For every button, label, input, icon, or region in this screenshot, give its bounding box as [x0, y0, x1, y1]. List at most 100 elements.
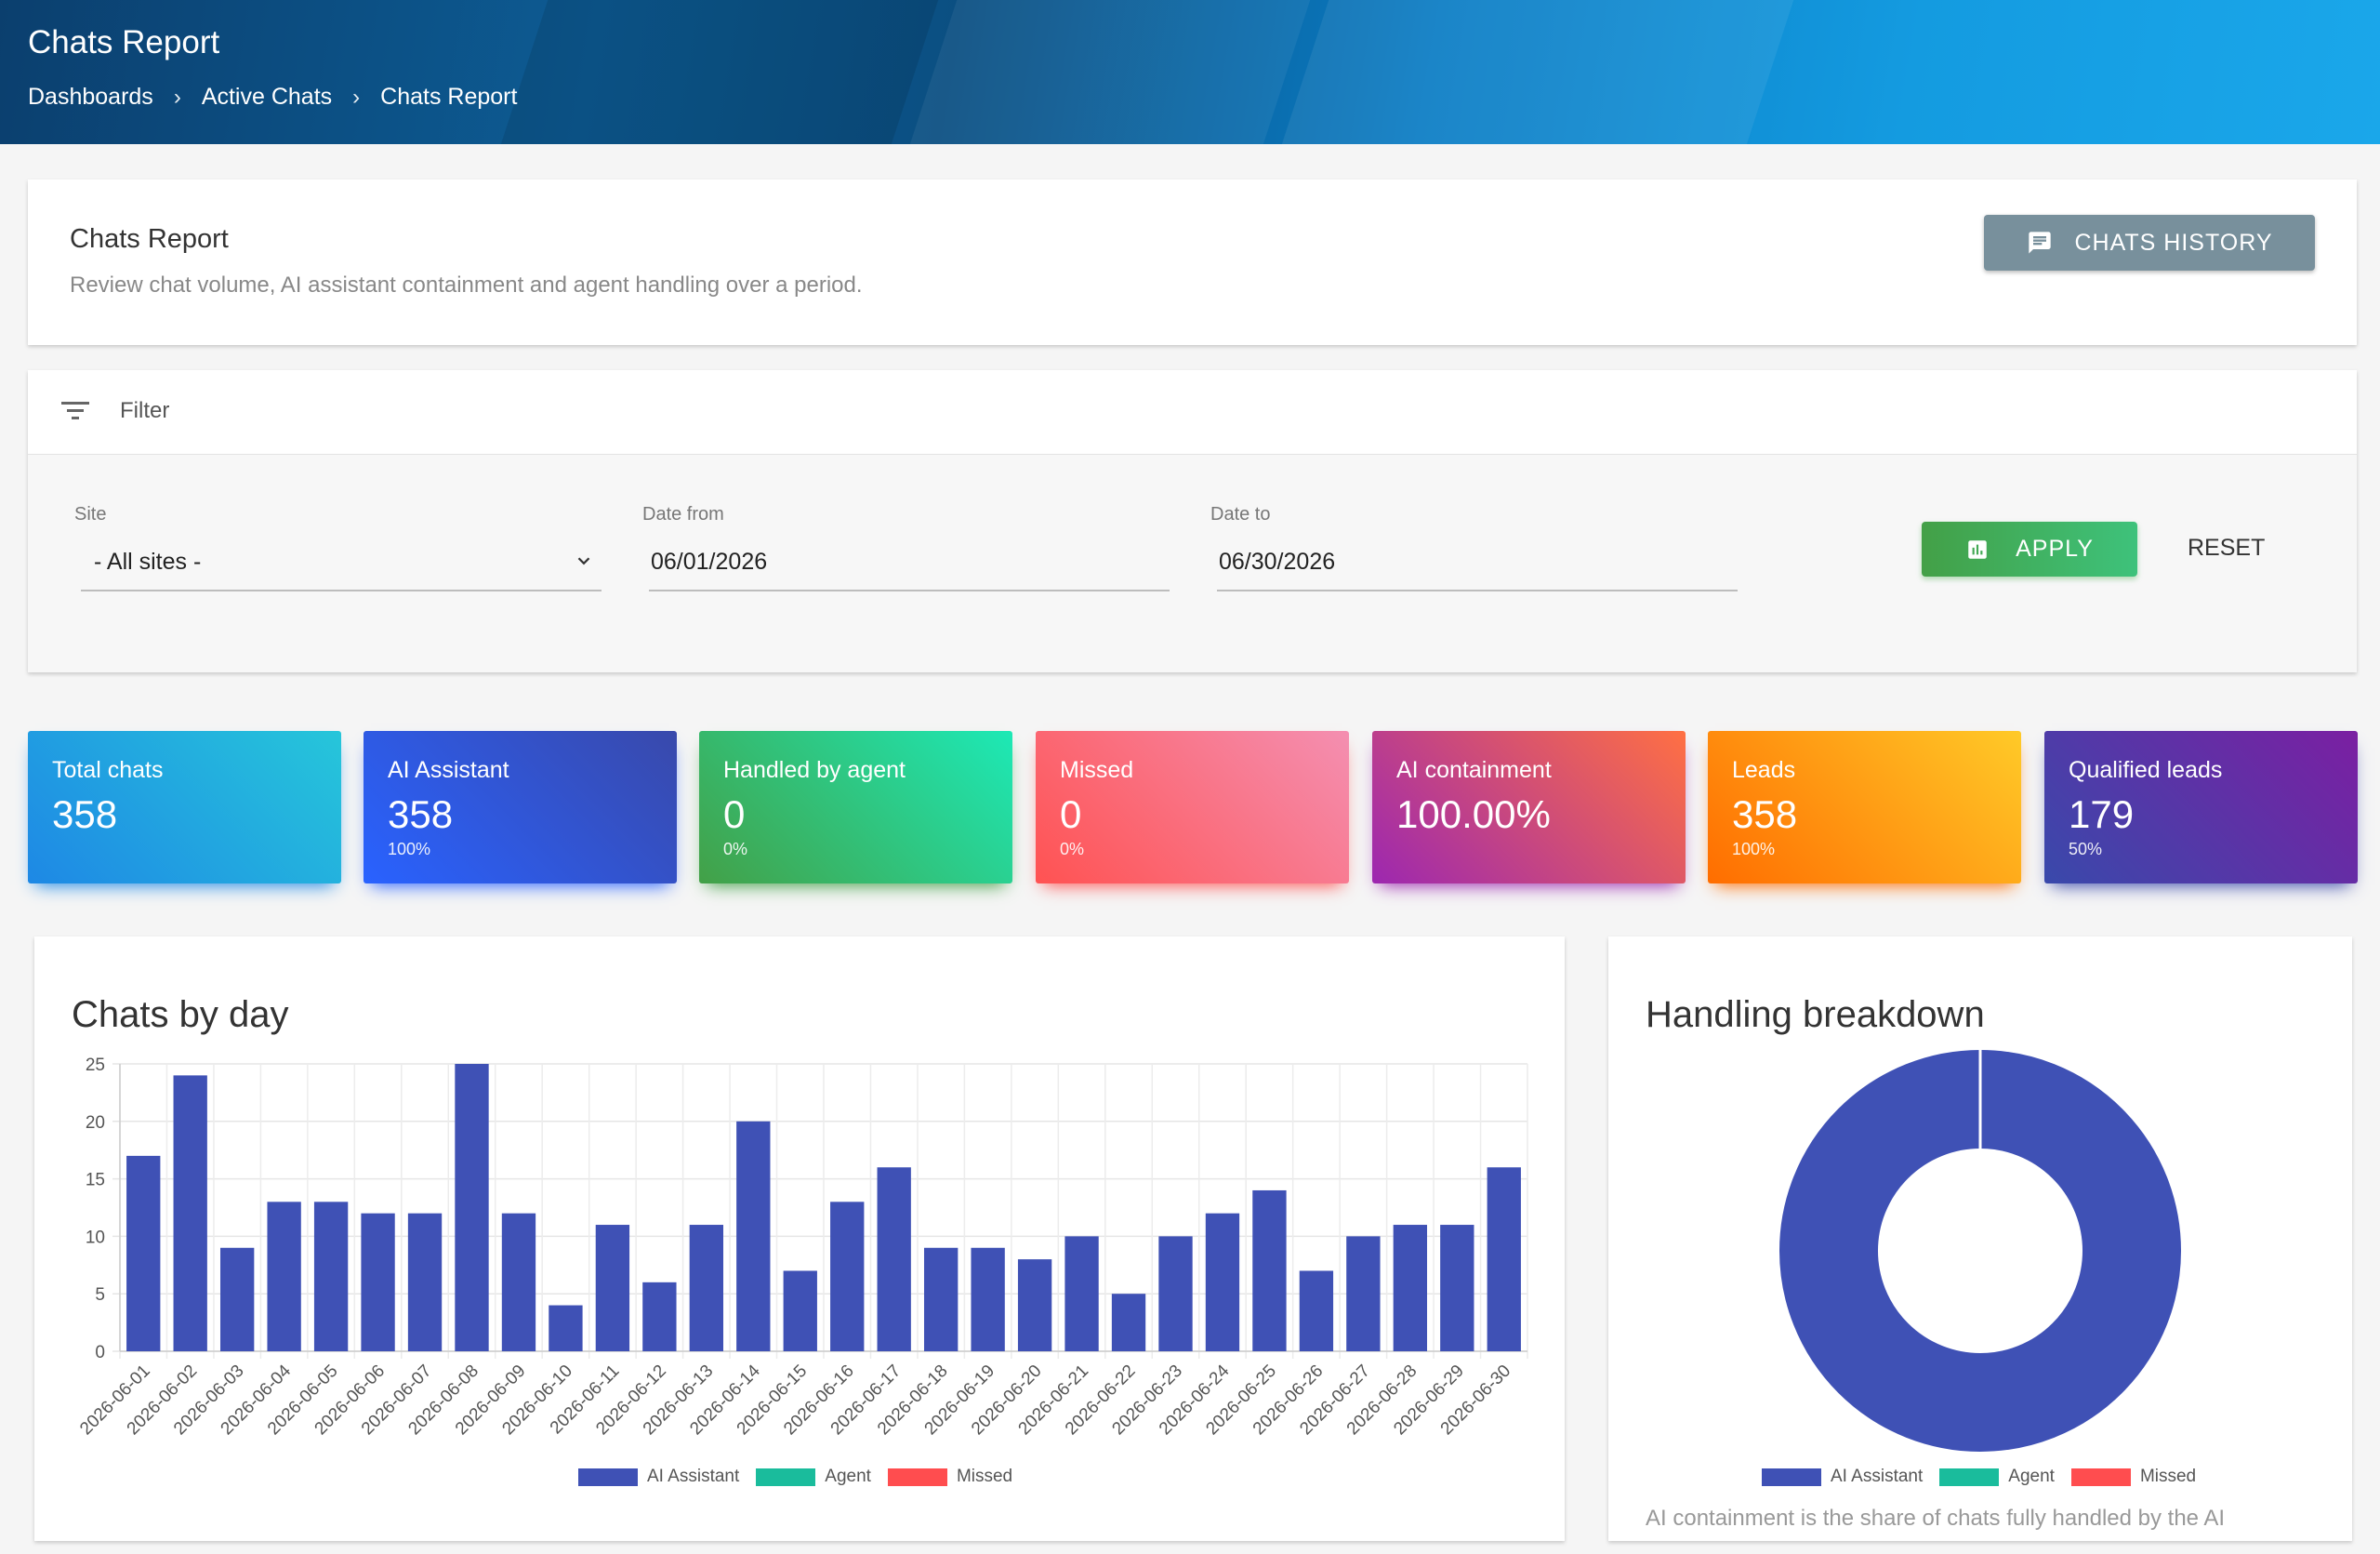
- stat-label: AI containment: [1396, 757, 1552, 783]
- legend-swatch: [578, 1468, 638, 1486]
- stat-tile: AI containment 100.00%: [1372, 731, 1686, 883]
- legend-label: Agent: [825, 1467, 871, 1486]
- bar: [1064, 1236, 1099, 1351]
- chats-by-day-card: Chats by day 0 5 10 15 20 25 2026-06-01 2026-06…: [34, 936, 1565, 1541]
- stat-value: 358: [52, 792, 118, 836]
- legend-missed[interactable]: Missed: [887, 1467, 1013, 1487]
- site-label: Site: [74, 504, 107, 525]
- page-title: Chats Report: [28, 24, 220, 60]
- bar: [830, 1202, 865, 1351]
- stat-label: Total chats: [52, 757, 164, 783]
- stat-percent: 50%: [2069, 840, 2103, 858]
- bar: [1252, 1189, 1287, 1351]
- stat-value: 179: [2069, 792, 2135, 836]
- legend-label: Missed: [956, 1467, 1013, 1486]
- stat-tile: Qualified leads 179 50%: [2044, 731, 2358, 883]
- stat-label: Qualified leads: [2069, 757, 2223, 783]
- site-select[interactable]: - All sites -: [81, 534, 602, 591]
- chat-icon: [2029, 232, 2052, 254]
- y-tick-label: 0: [95, 1343, 105, 1362]
- bar: [877, 1167, 911, 1351]
- stat-percent: 0%: [1060, 840, 1085, 858]
- chart-title: Chats by day: [72, 994, 289, 1035]
- date-from-label: Date from: [642, 504, 724, 525]
- bar: [1299, 1270, 1334, 1351]
- chart-legend: AI Assistant Agent Missed: [1762, 1467, 2213, 1487]
- date-from-input[interactable]: 06/01/2026: [649, 534, 1170, 591]
- bar: [1346, 1236, 1381, 1351]
- chats-by-day-chart: 05101520252026-06-012026-06-022026-06-03…: [76, 1056, 1528, 1439]
- stat-value: 0: [1060, 792, 1082, 836]
- stat-percent: 100%: [388, 840, 431, 858]
- stat-percent: 100%: [1732, 840, 1776, 858]
- bar: [313, 1202, 349, 1351]
- bar: [407, 1213, 443, 1351]
- bar: [642, 1282, 677, 1351]
- bar: [1205, 1213, 1240, 1351]
- legend-missed[interactable]: Missed: [2070, 1467, 2197, 1487]
- legend-swatch: [2070, 1468, 2131, 1486]
- chevron-down-icon: [577, 557, 590, 565]
- filter-header[interactable]: Filter: [28, 370, 2357, 455]
- banner-decoration: [890, 0, 1323, 144]
- banner-decoration: [1262, 0, 1806, 144]
- stat-value: 0: [723, 792, 746, 836]
- bar: [1440, 1225, 1474, 1351]
- stat-tile: Missed 0 0%: [1036, 731, 1349, 883]
- bar: [595, 1225, 630, 1351]
- breadcrumb-separator: ›: [173, 84, 181, 110]
- stat-value: 100.00%: [1396, 792, 1551, 836]
- bar: [783, 1270, 817, 1351]
- banner-decoration: [481, 0, 951, 144]
- legend-swatch: [1939, 1468, 2000, 1486]
- chats-history-button[interactable]: CHATS HISTORY: [1984, 215, 2315, 271]
- legend-label: Agent: [2008, 1467, 2055, 1486]
- reset-button[interactable]: RESET: [2188, 535, 2266, 561]
- bar: [1158, 1236, 1193, 1351]
- bar: [267, 1202, 301, 1351]
- y-tick-label: 10: [86, 1228, 105, 1247]
- legend-agent[interactable]: Agent: [1939, 1467, 2055, 1487]
- bar: [173, 1075, 207, 1351]
- bar: [126, 1155, 161, 1351]
- bar: [689, 1225, 724, 1351]
- stat-value: 358: [388, 792, 454, 836]
- stat-label: Handled by agent: [723, 757, 906, 783]
- handling-breakdown-chart: [1779, 1050, 2181, 1452]
- bar: [1017, 1259, 1052, 1351]
- bar: [549, 1305, 583, 1351]
- legend-ai-assistant[interactable]: AI Assistant: [578, 1467, 739, 1487]
- y-tick-label: 25: [86, 1056, 105, 1075]
- bar: [219, 1247, 255, 1351]
- bar: [361, 1213, 395, 1351]
- apply-button[interactable]: APPLY: [1922, 522, 2137, 577]
- legend-label: Missed: [2139, 1467, 2197, 1486]
- date-to-value: 06/30/2026: [1219, 548, 1336, 575]
- intro-description: Review chat volume, AI assistant contain…: [70, 272, 863, 298]
- stat-percent: 0%: [723, 840, 748, 858]
- bar: [455, 1064, 489, 1351]
- site-select-value: - All sites -: [94, 548, 202, 575]
- stat-value: 358: [1732, 792, 1798, 836]
- date-to-input[interactable]: 06/30/2026: [1217, 534, 1738, 591]
- y-tick-label: 15: [86, 1171, 105, 1190]
- intro-card: Chats Report Review chat volume, AI assi…: [28, 179, 2357, 345]
- breadcrumb-dashboards[interactable]: Dashboards: [28, 84, 153, 110]
- handling-breakdown-card: Handling breakdown AI Assistant Agent Mi…: [1608, 936, 2352, 1541]
- bar: [971, 1247, 1005, 1351]
- stat-tile: AI Assistant 358 100%: [364, 731, 677, 883]
- filter-label: Filter: [120, 398, 170, 423]
- chart-title: Handling breakdown: [1646, 994, 1985, 1035]
- legend-agent[interactable]: Agent: [756, 1467, 871, 1487]
- date-to-label: Date to: [1210, 504, 1271, 525]
- stat-tile: Handled by agent 0 0%: [699, 731, 1012, 883]
- stat-tile: Leads 358 100%: [1708, 731, 2021, 883]
- legend-label: AI Assistant: [647, 1467, 740, 1486]
- date-from-value: 06/01/2026: [651, 548, 768, 575]
- filter-icon: [61, 402, 89, 419]
- chats-history-label: CHATS HISTORY: [2074, 229, 2273, 256]
- breadcrumb-active-chats[interactable]: Active Chats: [201, 84, 333, 110]
- bar: [1111, 1294, 1146, 1351]
- legend-ai-assistant[interactable]: AI Assistant: [1762, 1467, 1923, 1487]
- y-tick-label: 20: [86, 1113, 105, 1133]
